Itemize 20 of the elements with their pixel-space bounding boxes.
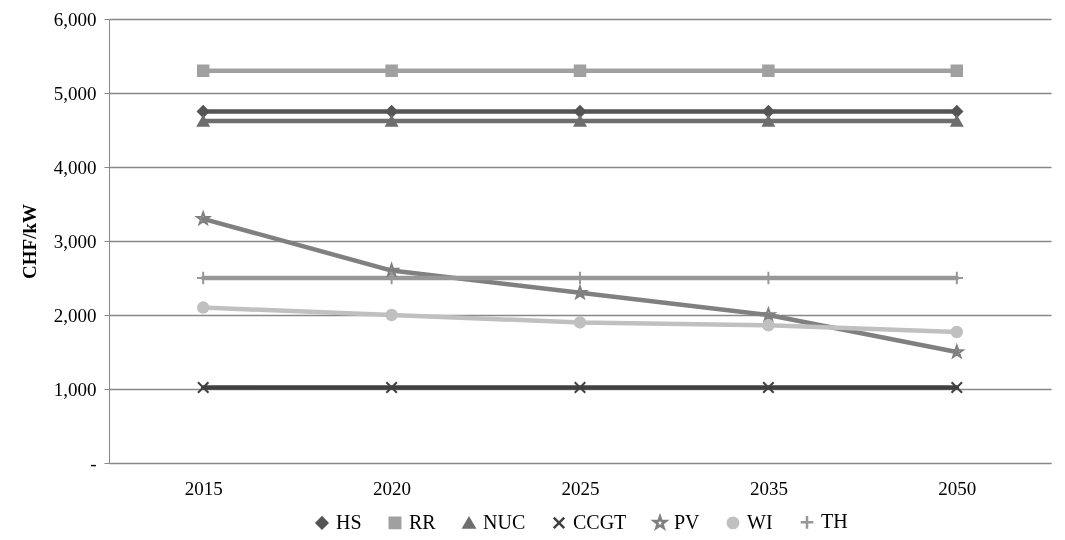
x-tick-label: 2035: [749, 477, 788, 499]
x-tick-label: 2050: [938, 477, 977, 499]
legend-label: WI: [747, 510, 773, 533]
legend-label: RR: [409, 510, 437, 533]
y-tick-label: 3,000: [53, 230, 97, 252]
x-tick-label: 2020: [373, 477, 412, 499]
legend-label: CCGT: [573, 510, 627, 533]
y-tick-label: 2,000: [53, 304, 97, 326]
legend-label: TH: [821, 510, 848, 533]
legend-label: NUC: [483, 511, 526, 533]
x-tick-label: 2015: [184, 477, 223, 499]
y-tick-label: 4,000: [53, 156, 97, 178]
legend-label: PV: [674, 510, 701, 533]
y-tick-label: -: [90, 452, 97, 474]
y-tick-label: 5,000: [53, 82, 97, 104]
y-tick-label: 1,000: [53, 378, 97, 400]
y-tick-label: 6,000: [53, 8, 97, 30]
y-axis-title: CHF/kW: [18, 204, 40, 279]
x-tick-label: 2025: [561, 477, 600, 499]
legend-label: HS: [336, 510, 362, 533]
